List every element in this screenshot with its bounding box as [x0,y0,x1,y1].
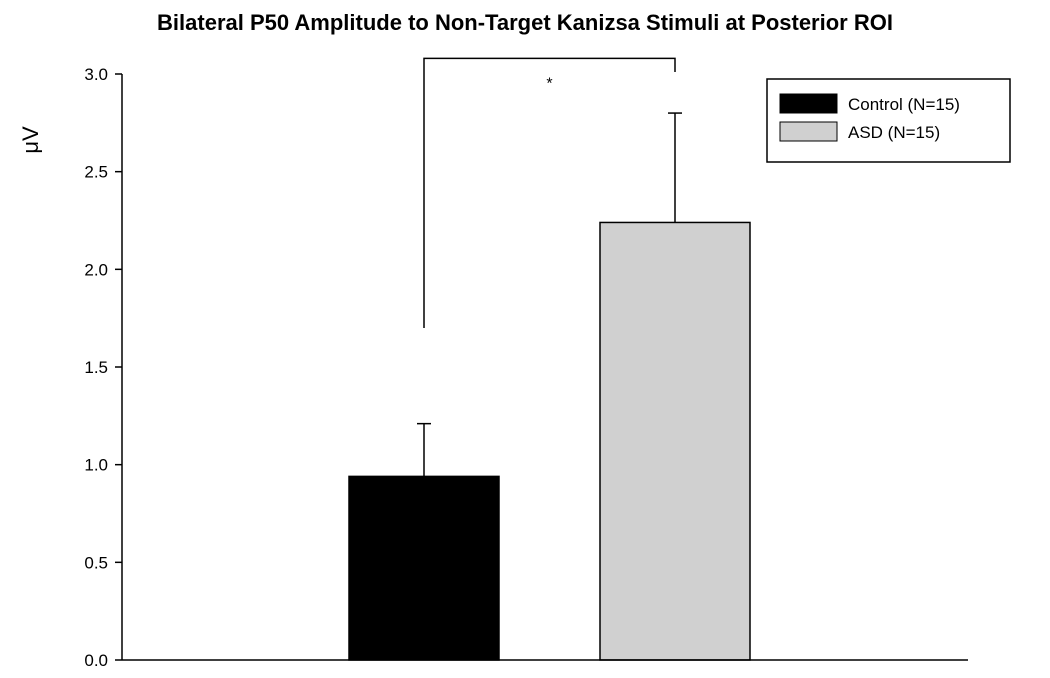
y-tick-label-4: 2.0 [84,260,108,279]
y-tick-label-6: 3.0 [84,65,108,84]
y-tick-label-0: 0.0 [84,651,108,670]
y-tick-label-3: 1.5 [84,358,108,377]
legend-label-1: ASD (N=15) [848,123,940,142]
chart-title: Bilateral P50 Amplitude to Non-Target Ka… [157,10,893,35]
y-axis: 0.0 0.5 1.0 1.5 2.0 2.5 3.0 [84,65,123,670]
legend-box [766,78,1011,163]
significance-star: * [546,75,552,92]
bars [348,221,751,661]
bar-control [348,475,500,661]
significance-annotation: * [423,57,676,328]
legend: Control (N=15) ASD (N=15) [766,78,1011,163]
y-tick-label-2: 1.0 [84,456,108,475]
error-bars [417,112,682,477]
legend-swatch-1 [779,121,838,142]
bar-asd [599,221,751,661]
legend-swatch-0 [779,93,838,114]
y-axis-label: μV [18,126,43,154]
legend-label-0: Control (N=15) [848,95,960,114]
significance-bracket [423,57,676,328]
y-tick-label-1: 0.5 [84,553,108,572]
y-tick-label-5: 2.5 [84,163,108,182]
